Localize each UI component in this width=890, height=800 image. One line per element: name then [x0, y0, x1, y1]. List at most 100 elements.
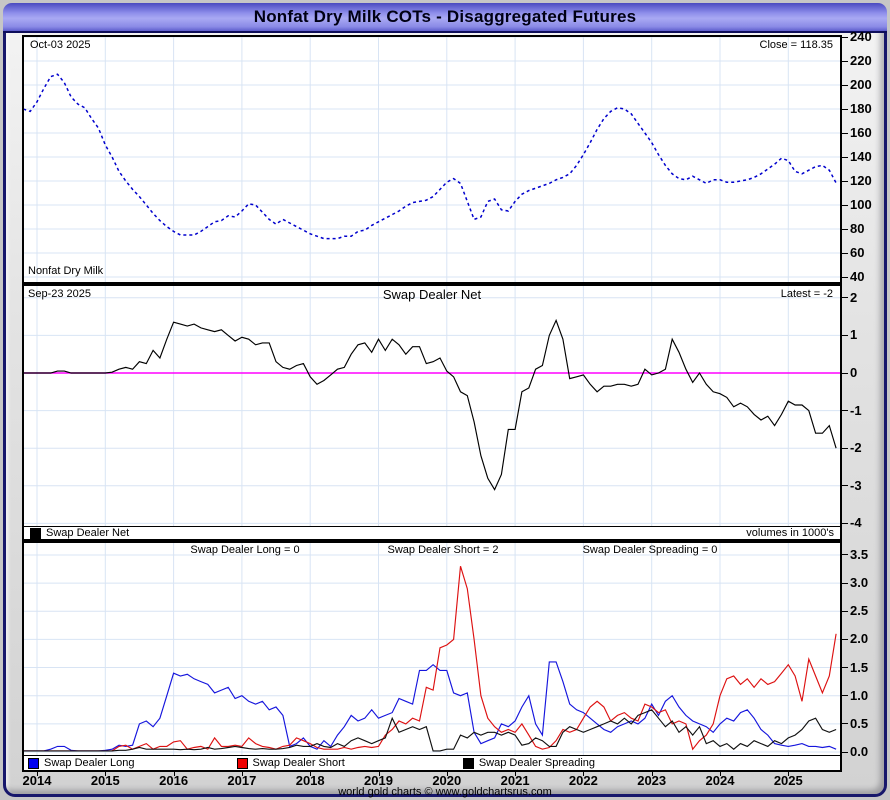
page-title: Nonfat Dry Milk COTs - Disaggregated Fut…	[253, 7, 637, 26]
y-axis-label: 1	[850, 327, 858, 343]
y-axis-tick	[842, 108, 848, 110]
y-axis-tick	[842, 252, 848, 254]
y-axis-tick	[842, 667, 848, 669]
net-date-label: Sep-23 2025	[28, 288, 91, 300]
y-axis-tick	[842, 582, 848, 584]
y-axis-label: 240	[850, 29, 872, 44]
y-axis-label: -1	[850, 402, 862, 418]
y-axis-tick	[842, 297, 848, 299]
long-header-label: Swap Dealer Long = 0	[190, 544, 300, 556]
x-axis-label: 2024	[705, 773, 735, 788]
y-axis-label: 1.0	[850, 687, 869, 703]
x-axis-tick	[583, 771, 585, 776]
x-axis-label: 2016	[159, 773, 189, 788]
y-axis-tick	[842, 276, 848, 278]
plot-frame	[22, 35, 842, 772]
y-axis-tick	[842, 60, 848, 62]
y-axis-tick	[842, 522, 848, 524]
y-axis-tick	[842, 410, 848, 412]
y-axis-tick	[842, 334, 848, 336]
x-axis-label: 2022	[568, 773, 598, 788]
x-axis-label: 2018	[295, 773, 325, 788]
y-axis-label: -4	[850, 515, 862, 531]
legend-item-spreading: Swap Dealer Spreading	[462, 757, 596, 769]
y-axis-label: -2	[850, 440, 862, 456]
x-axis-tick	[37, 771, 38, 776]
x-axis-label: 2025	[773, 773, 803, 788]
panel-separator-1	[24, 282, 840, 286]
y-axis-label: 180	[850, 101, 872, 116]
x-axis-tick	[446, 771, 448, 776]
y-axis-label: 200	[850, 77, 872, 92]
legend-item-long: Swap Dealer Long	[28, 757, 135, 769]
x-axis-label: 2014	[22, 773, 52, 788]
y-axis-tick	[842, 447, 848, 449]
title-bar: Nonfat Dry Milk COTs - Disaggregated Fut…	[3, 3, 887, 33]
y-axis-label: 0	[850, 365, 858, 380]
short-legend-label: Swap Dealer Short	[252, 757, 345, 769]
y-axis-tick	[842, 723, 848, 725]
footer-credit: world gold charts © www.goldchartsrus.co…	[338, 786, 552, 798]
x-axis-label: 2023	[637, 773, 667, 788]
y-axis-label: 120	[850, 173, 872, 188]
y-axis-tick	[842, 132, 848, 134]
y-axis-label: 140	[850, 149, 872, 164]
volumes-legend-row: Swap Dealer Long Swap Dealer Short Swap …	[24, 755, 840, 770]
y-axis-label: 80	[850, 221, 865, 236]
x-axis-label: 2015	[90, 773, 120, 788]
net-legend-label: Swap Dealer Net	[46, 527, 130, 539]
y-axis-label: -3	[850, 477, 862, 493]
panel-separator-2	[24, 539, 840, 543]
series-swap-dealer-long	[24, 661, 837, 752]
series-nonfat-dry-milk	[24, 73, 837, 240]
y-axis-tick	[842, 156, 848, 158]
net-panel-title: Swap Dealer Net	[382, 287, 482, 302]
x-axis-tick	[310, 771, 312, 776]
y-axis-label: 0.0	[850, 744, 869, 759]
spreading-legend-swatch-icon	[462, 757, 474, 769]
spreading-header-label: Swap Dealer Spreading = 0	[582, 544, 718, 556]
net-legend-row: Swap Dealer Net volumes in 1000's	[24, 526, 840, 539]
price-close-label: Close = 118.35	[759, 39, 834, 51]
y-axis-label: 0.5	[850, 715, 869, 731]
y-axis-tick	[842, 638, 848, 640]
x-axis-tick	[788, 771, 790, 776]
volumes-units-label: volumes in 1000's	[746, 527, 834, 539]
y-axis-tick	[842, 204, 848, 206]
y-axis-label: 3.0	[850, 575, 869, 591]
y-axis-tick	[842, 695, 848, 697]
y-axis-label: 100	[850, 197, 872, 212]
y-axis-label: 40	[850, 269, 865, 284]
y-axis-label: 160	[850, 125, 872, 140]
y-axis-label: 2.5	[850, 603, 869, 619]
x-axis-tick	[378, 771, 380, 776]
series-swap-dealer-short	[24, 566, 837, 752]
x-axis-tick	[173, 771, 175, 776]
y-axis-tick	[842, 84, 848, 86]
series-swap-dealer-net	[24, 318, 837, 491]
net-legend-item: Swap Dealer Net	[30, 527, 129, 539]
x-axis-label: 2021	[500, 773, 530, 788]
long-legend-label: Swap Dealer Long	[44, 757, 135, 769]
y-axis-label: 220	[850, 53, 872, 68]
spreading-legend-label: Swap Dealer Spreading	[478, 757, 596, 769]
y-axis-tick	[842, 372, 848, 374]
short-header-label: Swap Dealer Short = 2	[387, 544, 499, 556]
y-axis-label: 1.5	[850, 659, 869, 675]
legend-item-short: Swap Dealer Short	[236, 757, 345, 769]
y-axis-label: 2	[850, 289, 858, 305]
chart-canvas	[24, 37, 840, 756]
x-axis-tick	[241, 771, 243, 776]
y-axis-label: 3.5	[850, 546, 869, 562]
x-axis-tick	[651, 771, 653, 776]
y-axis-tick	[842, 610, 848, 612]
x-axis-label: 2019	[364, 773, 393, 788]
x-axis-tick	[515, 771, 517, 776]
net-latest-label: Latest = -2	[780, 288, 833, 300]
x-axis-tick	[720, 771, 721, 776]
series-swap-dealer-spreading	[24, 709, 837, 752]
net-legend-swatch-icon	[30, 527, 41, 539]
y-axis-tick	[842, 751, 848, 753]
y-axis-tick	[842, 180, 848, 182]
